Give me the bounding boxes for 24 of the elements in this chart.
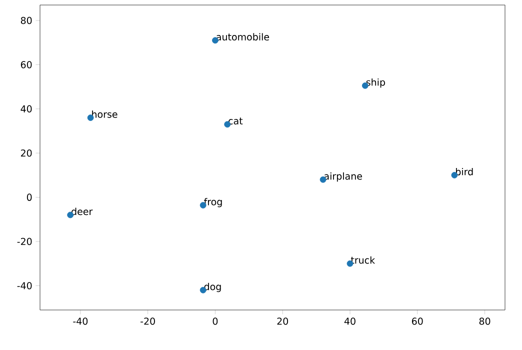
- y-tick-label: -20: [17, 238, 32, 246]
- annotation: cat: [228, 118, 243, 124]
- y-tick-label: 60: [20, 61, 32, 68]
- y-tick-label: -40: [17, 282, 32, 290]
- y-tick-label: 40: [20, 105, 32, 112]
- x-tick-label: 40: [344, 318, 356, 325]
- y-tick-label: 80: [20, 16, 32, 24]
- annotation: automobile: [216, 33, 270, 41]
- y-tick-label: 0: [26, 194, 32, 201]
- annotation: truck: [350, 256, 376, 264]
- x-tick-label: 20: [277, 318, 288, 325]
- annotation: bird: [456, 168, 473, 176]
- x-tick-label: -40: [73, 318, 88, 325]
- x-tick-label: -20: [140, 318, 155, 325]
- annotation: ship: [366, 78, 385, 88]
- x-tick-label: 80: [479, 318, 490, 325]
- annotation: airplane: [324, 172, 362, 182]
- x-tick-label: 0: [212, 318, 218, 325]
- annotation: frog: [204, 198, 222, 208]
- annotation: dog: [204, 282, 221, 292]
- x-tick-label: 60: [412, 318, 423, 325]
- annotation: deer: [72, 208, 93, 216]
- annotation: horse: [92, 110, 118, 118]
- y-tick-label: 20: [20, 149, 32, 157]
